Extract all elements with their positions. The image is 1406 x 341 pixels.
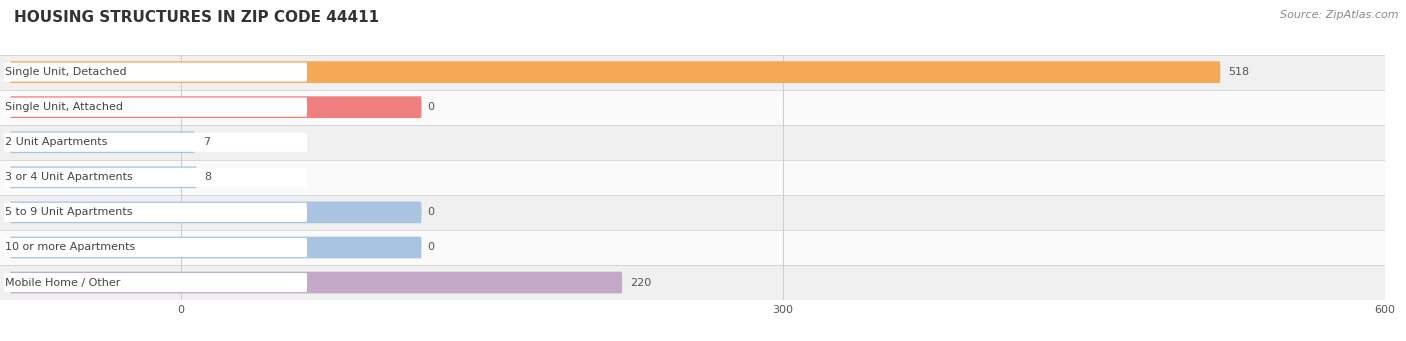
Text: 10 or more Apartments: 10 or more Apartments: [4, 242, 135, 252]
Text: 518: 518: [1229, 67, 1250, 77]
FancyBboxPatch shape: [10, 166, 197, 188]
Text: 8: 8: [205, 172, 212, 182]
FancyBboxPatch shape: [4, 133, 307, 152]
FancyBboxPatch shape: [10, 202, 422, 223]
FancyBboxPatch shape: [10, 237, 422, 258]
Text: Single Unit, Detached: Single Unit, Detached: [4, 67, 127, 77]
FancyBboxPatch shape: [0, 90, 1385, 125]
Text: Single Unit, Attached: Single Unit, Attached: [4, 102, 122, 112]
FancyBboxPatch shape: [4, 238, 307, 257]
FancyBboxPatch shape: [4, 62, 307, 81]
Text: 220: 220: [630, 278, 651, 287]
Text: 0: 0: [427, 207, 434, 218]
Text: Mobile Home / Other: Mobile Home / Other: [4, 278, 120, 287]
FancyBboxPatch shape: [0, 55, 1385, 90]
FancyBboxPatch shape: [4, 98, 307, 117]
FancyBboxPatch shape: [10, 131, 194, 153]
FancyBboxPatch shape: [0, 265, 1385, 300]
FancyBboxPatch shape: [0, 230, 1385, 265]
FancyBboxPatch shape: [4, 168, 307, 187]
FancyBboxPatch shape: [0, 195, 1385, 230]
Text: Source: ZipAtlas.com: Source: ZipAtlas.com: [1281, 10, 1399, 20]
Text: 0: 0: [427, 242, 434, 252]
FancyBboxPatch shape: [10, 96, 422, 118]
FancyBboxPatch shape: [10, 61, 1220, 83]
Text: HOUSING STRUCTURES IN ZIP CODE 44411: HOUSING STRUCTURES IN ZIP CODE 44411: [14, 10, 380, 25]
FancyBboxPatch shape: [0, 125, 1385, 160]
Text: 0: 0: [427, 102, 434, 112]
Text: 2 Unit Apartments: 2 Unit Apartments: [4, 137, 107, 147]
Text: 7: 7: [202, 137, 209, 147]
FancyBboxPatch shape: [4, 273, 307, 292]
Text: 5 to 9 Unit Apartments: 5 to 9 Unit Apartments: [4, 207, 132, 218]
FancyBboxPatch shape: [10, 272, 623, 293]
FancyBboxPatch shape: [0, 160, 1385, 195]
FancyBboxPatch shape: [4, 203, 307, 222]
Text: 3 or 4 Unit Apartments: 3 or 4 Unit Apartments: [4, 172, 132, 182]
